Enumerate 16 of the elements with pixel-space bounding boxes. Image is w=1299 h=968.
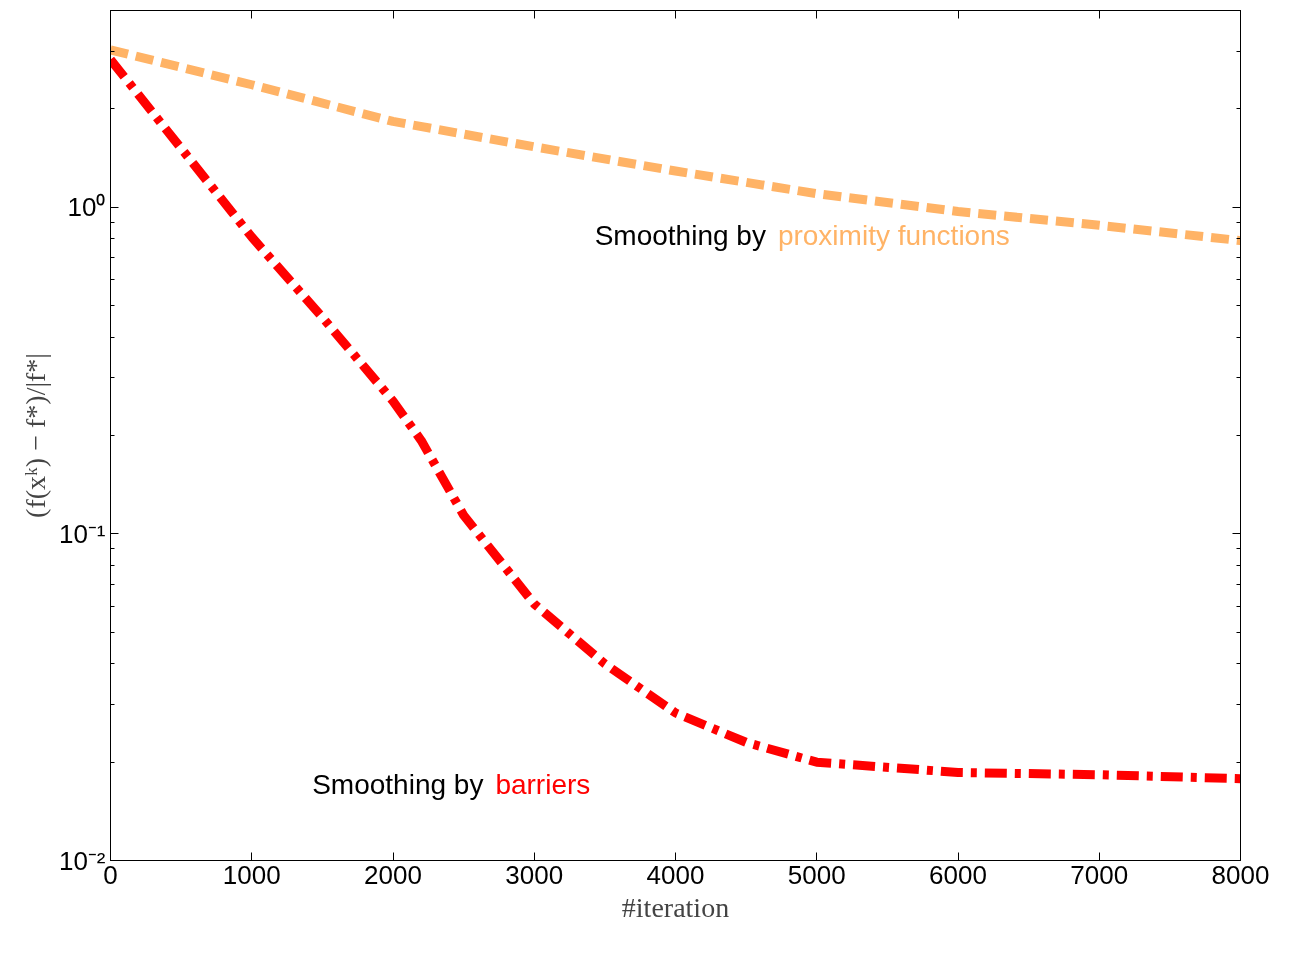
annotation: Smoothing by (312, 768, 484, 800)
x-tick-label: 7000 (1070, 859, 1129, 890)
annotation: Smoothing by (594, 220, 766, 252)
x-tick-label: 6000 (929, 859, 987, 890)
x-tick-label: 4000 (646, 859, 705, 890)
x-tick-label: 8000 (1211, 859, 1270, 890)
series-label: proximity functions (777, 220, 1010, 252)
x-axis-title: #iteration (621, 891, 730, 923)
x-tick-label: 1000 (222, 859, 281, 890)
x-tick-label: 2000 (364, 859, 422, 890)
y-axis-title: (f(xᵏ) − f*)/|f*| (19, 353, 51, 518)
x-tick-label: 3000 (505, 859, 564, 890)
y-tick-label: 10⁻¹ (58, 518, 106, 549)
y-tick-label: 10⁰ (67, 192, 106, 223)
x-tick-label: 5000 (787, 859, 846, 890)
text: barriers (495, 768, 591, 800)
